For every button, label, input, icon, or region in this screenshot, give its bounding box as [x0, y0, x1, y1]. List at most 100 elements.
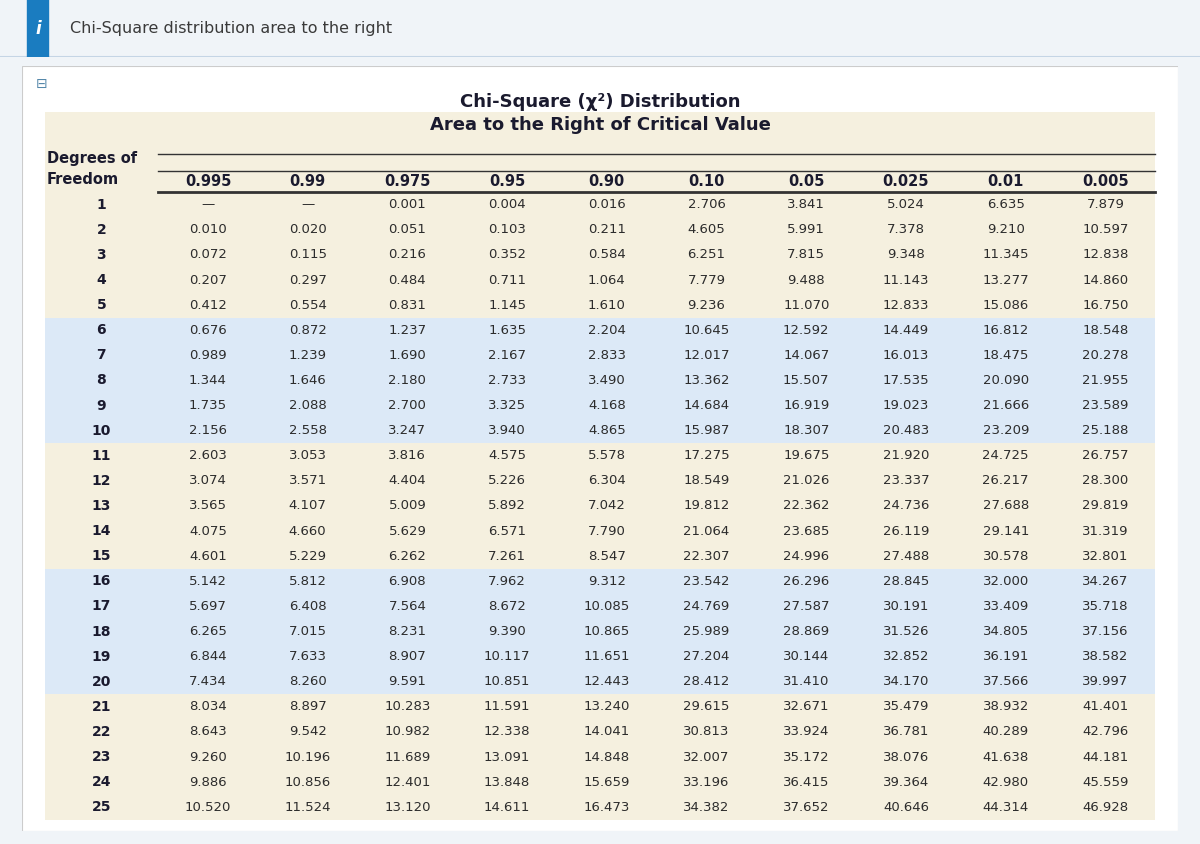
Text: Chi-Square distribution area to the right: Chi-Square distribution area to the righ…	[70, 21, 392, 36]
Text: 6.408: 6.408	[289, 600, 326, 613]
Text: 24.769: 24.769	[684, 600, 730, 613]
Text: 10.645: 10.645	[684, 324, 730, 337]
Text: 16.473: 16.473	[583, 801, 630, 814]
Text: 10.856: 10.856	[284, 776, 331, 788]
Text: 0.297: 0.297	[289, 273, 326, 286]
Text: 44.314: 44.314	[983, 801, 1028, 814]
Text: 23.337: 23.337	[883, 474, 929, 487]
Text: 0.072: 0.072	[190, 248, 227, 262]
Text: 30.191: 30.191	[883, 600, 929, 613]
Text: 22.362: 22.362	[784, 500, 829, 512]
Text: 20: 20	[91, 674, 112, 689]
Text: i: i	[35, 19, 41, 38]
Text: 23.209: 23.209	[983, 425, 1028, 437]
Text: 0.554: 0.554	[289, 299, 326, 311]
Text: 2: 2	[96, 223, 107, 237]
Text: 16.750: 16.750	[1082, 299, 1128, 311]
Text: 0.484: 0.484	[389, 273, 426, 286]
Text: 27.204: 27.204	[683, 650, 730, 663]
Text: 10.085: 10.085	[583, 600, 630, 613]
Text: 3.325: 3.325	[488, 399, 526, 412]
Text: 9.542: 9.542	[289, 726, 326, 738]
Text: 14: 14	[91, 524, 112, 538]
Text: 40.646: 40.646	[883, 801, 929, 814]
Text: 3.940: 3.940	[488, 425, 526, 437]
Text: 24: 24	[91, 775, 112, 789]
Bar	[44, 443, 1156, 569]
Text: 16.812: 16.812	[983, 324, 1028, 337]
Text: 0.989: 0.989	[190, 349, 227, 362]
Text: 0.412: 0.412	[190, 299, 227, 311]
Text: 38.932: 38.932	[983, 701, 1028, 713]
Text: 42.796: 42.796	[1082, 726, 1128, 738]
Text: 38.582: 38.582	[1082, 650, 1128, 663]
Text: 11.689: 11.689	[384, 750, 431, 764]
Text: 0.001: 0.001	[389, 198, 426, 211]
Text: 2.558: 2.558	[289, 425, 326, 437]
Text: 2.204: 2.204	[588, 324, 625, 337]
Text: 7.633: 7.633	[289, 650, 326, 663]
Text: 27.688: 27.688	[983, 500, 1028, 512]
Text: 2.167: 2.167	[488, 349, 526, 362]
Text: 12.838: 12.838	[1082, 248, 1128, 262]
Text: 12: 12	[91, 473, 112, 488]
Text: 8.643: 8.643	[190, 726, 227, 738]
Text: 4.865: 4.865	[588, 425, 625, 437]
Text: 6.844: 6.844	[190, 650, 227, 663]
Text: 17.535: 17.535	[883, 374, 929, 387]
Text: 0.216: 0.216	[389, 248, 426, 262]
Text: 0.004: 0.004	[488, 198, 526, 211]
Text: 5.892: 5.892	[488, 500, 526, 512]
Text: 1.646: 1.646	[289, 374, 326, 387]
Text: 14.611: 14.611	[484, 801, 530, 814]
Text: 1.690: 1.690	[389, 349, 426, 362]
Text: 1: 1	[96, 197, 107, 212]
Text: 15.086: 15.086	[983, 299, 1028, 311]
Bar	[44, 192, 1156, 317]
Text: 11.345: 11.345	[983, 248, 1028, 262]
Text: 39.364: 39.364	[883, 776, 929, 788]
Bar	[44, 111, 1156, 192]
Bar	[44, 569, 1156, 695]
Text: 7.879: 7.879	[1086, 198, 1124, 211]
Text: 21.064: 21.064	[684, 525, 730, 538]
Text: 28.412: 28.412	[683, 675, 730, 688]
Text: 32.000: 32.000	[983, 575, 1028, 587]
Text: 33.409: 33.409	[983, 600, 1028, 613]
Text: 5.629: 5.629	[389, 525, 426, 538]
Text: 18.548: 18.548	[1082, 324, 1128, 337]
Text: 11.524: 11.524	[284, 801, 331, 814]
Text: 4.168: 4.168	[588, 399, 625, 412]
Text: 37.652: 37.652	[784, 801, 829, 814]
Text: 31.319: 31.319	[1082, 525, 1129, 538]
Text: 6.262: 6.262	[389, 549, 426, 563]
Text: 12.401: 12.401	[384, 776, 431, 788]
Text: 22.307: 22.307	[683, 549, 730, 563]
Text: 4.605: 4.605	[688, 224, 726, 236]
Text: 4.107: 4.107	[289, 500, 326, 512]
Text: 24.996: 24.996	[784, 549, 829, 563]
Text: 0.99: 0.99	[289, 175, 325, 189]
Text: 24.736: 24.736	[883, 500, 929, 512]
Text: 36.781: 36.781	[883, 726, 929, 738]
Text: 13.240: 13.240	[583, 701, 630, 713]
Text: 0.115: 0.115	[289, 248, 326, 262]
Text: 0.207: 0.207	[190, 273, 227, 286]
Text: 0.975: 0.975	[384, 175, 431, 189]
Text: 20.483: 20.483	[883, 425, 929, 437]
Text: 33.196: 33.196	[683, 776, 730, 788]
Text: 0.584: 0.584	[588, 248, 625, 262]
Text: 28.845: 28.845	[883, 575, 929, 587]
Text: 9.312: 9.312	[588, 575, 626, 587]
Text: 13.091: 13.091	[484, 750, 530, 764]
Text: 35.479: 35.479	[883, 701, 929, 713]
Text: 0.711: 0.711	[488, 273, 526, 286]
Text: 28.300: 28.300	[1082, 474, 1128, 487]
Text: 9.886: 9.886	[190, 776, 227, 788]
Text: 36.415: 36.415	[784, 776, 829, 788]
Text: 5.226: 5.226	[488, 474, 526, 487]
Text: 29.819: 29.819	[1082, 500, 1128, 512]
Text: 11.143: 11.143	[883, 273, 929, 286]
Text: 5.812: 5.812	[289, 575, 326, 587]
FancyBboxPatch shape	[22, 66, 1178, 831]
